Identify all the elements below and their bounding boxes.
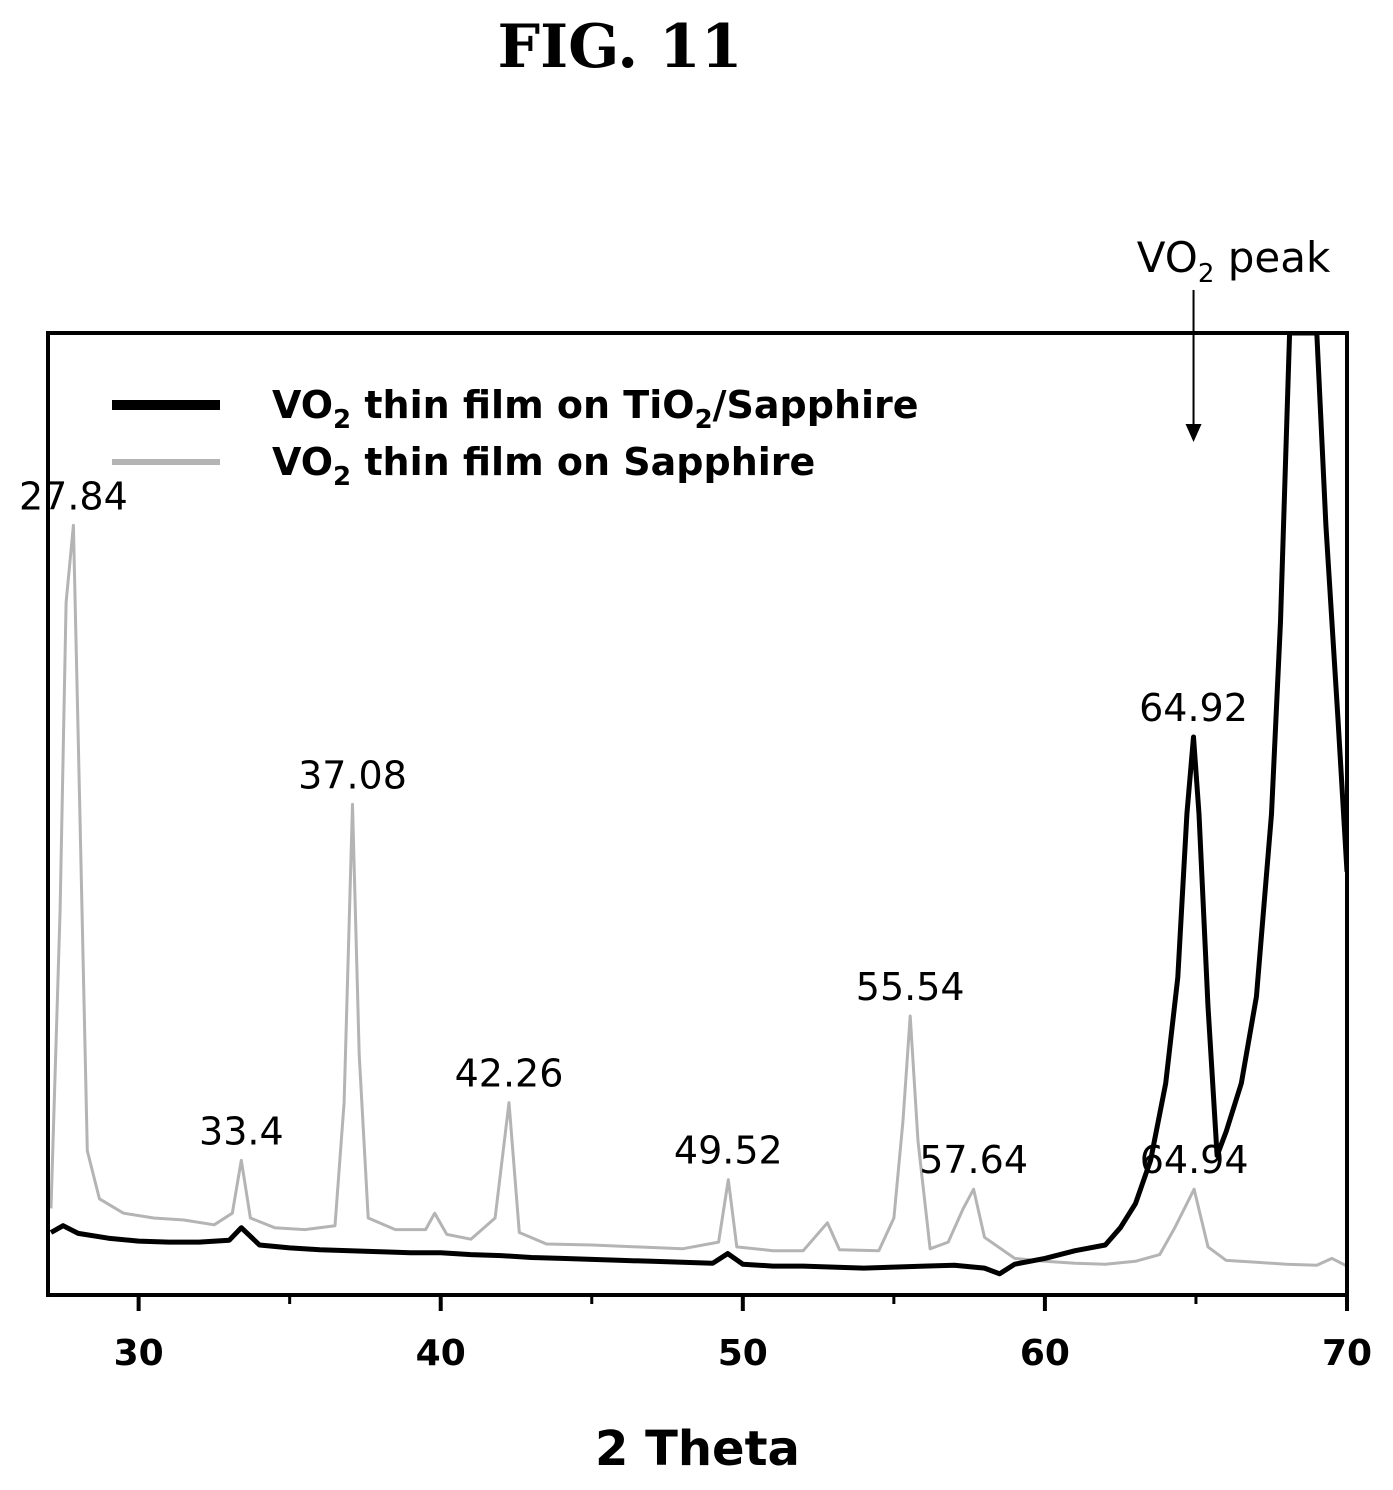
vo2-peak-label: VO2 peak bbox=[1137, 233, 1331, 289]
peak-label: 64.92 bbox=[1139, 686, 1248, 730]
peak-labels: 27.84 33.4 37.08 42.26 49.52 55.54 57.64 64.92 6… bbox=[19, 474, 1249, 1182]
plot-frame bbox=[46, 331, 1349, 1297]
peak-label: 55.54 bbox=[856, 965, 965, 1009]
peak-label: 27.84 bbox=[19, 474, 128, 518]
legend-label-sapphire: VO2 thin film on Sapphire bbox=[272, 440, 815, 492]
peak-label: 42.26 bbox=[455, 1052, 564, 1096]
x-tick-label: 60 bbox=[1020, 1333, 1070, 1374]
figure-title: FIG. 11 bbox=[497, 12, 743, 82]
series-layer bbox=[49, 333, 1347, 1277]
x-tick-label: 70 bbox=[1322, 1333, 1372, 1374]
peak-label: 57.64 bbox=[919, 1138, 1028, 1182]
peak-label: 33.4 bbox=[199, 1109, 284, 1153]
vo2-peak-annotation: VO2 peak bbox=[1137, 233, 1331, 442]
x-tick-label: 40 bbox=[416, 1333, 466, 1374]
series-line-tio2-sapphire bbox=[49, 333, 1347, 1277]
legend-label-tio2-sapphire: VO2 thin film on TiO2/Sapphire bbox=[272, 383, 919, 435]
x-tick-label: 30 bbox=[114, 1333, 164, 1374]
x-axis-title: 2 Theta bbox=[595, 1421, 800, 1477]
peak-arrow-head bbox=[1185, 424, 1202, 442]
peak-label: 49.52 bbox=[674, 1129, 783, 1173]
x-axis-ticks bbox=[136, 1295, 1349, 1311]
peak-label: 37.08 bbox=[298, 753, 407, 797]
series-line-sapphire bbox=[49, 523, 1347, 1268]
x-tick-label: 50 bbox=[718, 1333, 768, 1374]
x-axis-tick-labels: 30 40 50 60 70 bbox=[114, 1333, 1372, 1374]
peak-label: 64.94 bbox=[1140, 1138, 1249, 1182]
